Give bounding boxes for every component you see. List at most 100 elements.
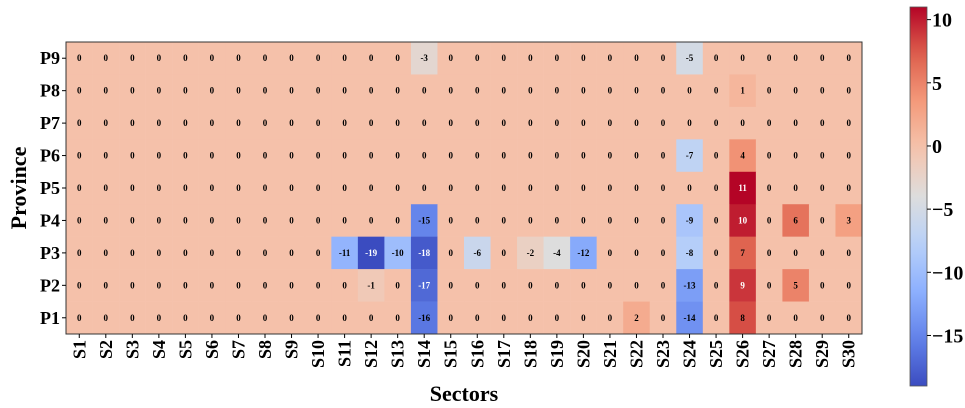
cell-value-label: 0 [104, 118, 109, 128]
cell-value-label: 0 [130, 280, 135, 290]
colorbar-tick-label: 0 [932, 136, 942, 158]
cell-value-label: 0 [502, 313, 507, 323]
cell-value-label: 0 [740, 53, 745, 63]
cell-value-label: 0 [793, 151, 798, 161]
cell-value-label: 0 [77, 248, 82, 258]
x-tick-label: S18 [520, 340, 540, 368]
heatmap-cell [676, 139, 704, 173]
heatmap-cell [808, 139, 836, 173]
heatmap-cell [251, 106, 279, 140]
cell-value-label: 0 [793, 118, 798, 128]
heatmap-cell [251, 236, 279, 270]
cell-value-label: 0 [210, 313, 215, 323]
heatmap-cell [437, 269, 465, 302]
heatmap-cell [410, 236, 438, 270]
cell-value-label: 0 [130, 248, 135, 258]
cell-value-label: 0 [608, 183, 613, 193]
heatmap-cell [331, 106, 359, 140]
cell-value-label: 0 [289, 280, 294, 290]
cell-value-label: 3 [846, 215, 851, 225]
cell-value-label: -5 [686, 53, 694, 63]
cell-value-label: 0 [104, 151, 109, 161]
cell-value-label: 0 [316, 215, 321, 225]
heatmap-cell [278, 301, 306, 335]
heatmap-cell [782, 42, 810, 75]
heatmap-cells [66, 42, 863, 335]
heatmap-cell [357, 171, 385, 205]
heatmap-cell [331, 74, 359, 108]
heatmap-cell [331, 204, 359, 237]
heatmap-cell [782, 269, 810, 302]
cell-value-label: 0 [183, 313, 188, 323]
heatmap-cell [649, 106, 677, 140]
heatmap-cell [172, 42, 199, 75]
heatmap-cell [464, 106, 491, 140]
cell-value-label: 0 [634, 53, 639, 63]
heatmap-cell [278, 236, 306, 270]
cell-value-label: 6 [793, 215, 798, 225]
heatmap-cell [649, 269, 677, 302]
heatmap-cell [278, 204, 306, 237]
cell-value-label: 0 [263, 151, 268, 161]
heatmap-cell [278, 139, 306, 173]
cell-value-label: 0 [157, 215, 162, 225]
x-tick-label: S5 [175, 340, 195, 359]
cell-value-label: 0 [289, 248, 294, 258]
cell-value-label: 0 [555, 183, 560, 193]
cell-value-label: 0 [687, 118, 692, 128]
heatmap-cell [119, 139, 146, 173]
cell-value-label: 0 [210, 86, 215, 96]
cell-value-label: 0 [661, 53, 666, 63]
cell-value-label: 0 [820, 86, 825, 96]
heatmap-cell [384, 139, 412, 173]
x-tick-label: S21 [600, 340, 620, 368]
heatmap-cell [782, 106, 810, 140]
heatmap-cell [145, 42, 173, 75]
cell-value-label: 0 [289, 118, 294, 128]
heatmap-cell [304, 106, 332, 140]
x-tick-label: S17 [494, 340, 514, 368]
cell-value-label: 0 [130, 313, 135, 323]
heatmap-cell [357, 204, 385, 237]
x-axis-title: Sectors [430, 381, 499, 406]
heatmap-cell [304, 204, 332, 237]
cell-value-label: 0 [767, 215, 772, 225]
x-tick-label: S30 [839, 340, 859, 368]
heatmap-cell [278, 42, 306, 75]
heatmap-cell [543, 42, 571, 75]
cell-value-label: 0 [395, 313, 400, 323]
heatmap-cell [596, 301, 624, 335]
cell-value-label: 0 [236, 215, 241, 225]
heatmap-cell [464, 269, 491, 302]
x-tick-label: S9 [282, 340, 302, 359]
cell-value-label: 0 [422, 86, 427, 96]
heatmap-cell [225, 106, 253, 140]
cell-value-label: 0 [581, 313, 586, 323]
heatmap-cell [357, 301, 385, 335]
cell-value-label: -10 [392, 248, 404, 258]
cell-value-label: 0 [502, 248, 507, 258]
heatmap-cell [517, 204, 544, 237]
cell-value-label: 0 [236, 53, 241, 63]
heatmap-cell [490, 171, 518, 205]
heatmap-cell [623, 171, 651, 205]
heatmap-cell [570, 42, 597, 75]
heatmap-cell [596, 139, 624, 173]
heatmap-cell [66, 42, 93, 75]
heatmap-cell [225, 42, 253, 75]
cell-value-label: 0 [555, 280, 560, 290]
heatmap-cell [278, 269, 306, 302]
cell-value-label: 0 [475, 183, 480, 193]
cell-value-label: 0 [661, 248, 666, 258]
heatmap-cell [304, 236, 332, 270]
heatmap-cell [702, 139, 730, 173]
heatmap-cell [623, 139, 651, 173]
cell-value-label: 0 [528, 313, 533, 323]
y-tick-label: P4 [40, 210, 60, 230]
heatmap-cell [357, 236, 385, 270]
heatmap-cell [119, 269, 146, 302]
heatmap-cell [145, 269, 173, 302]
cell-value-label: 0 [793, 248, 798, 258]
cell-value-label: 0 [316, 183, 321, 193]
heatmap-cell [517, 42, 544, 75]
